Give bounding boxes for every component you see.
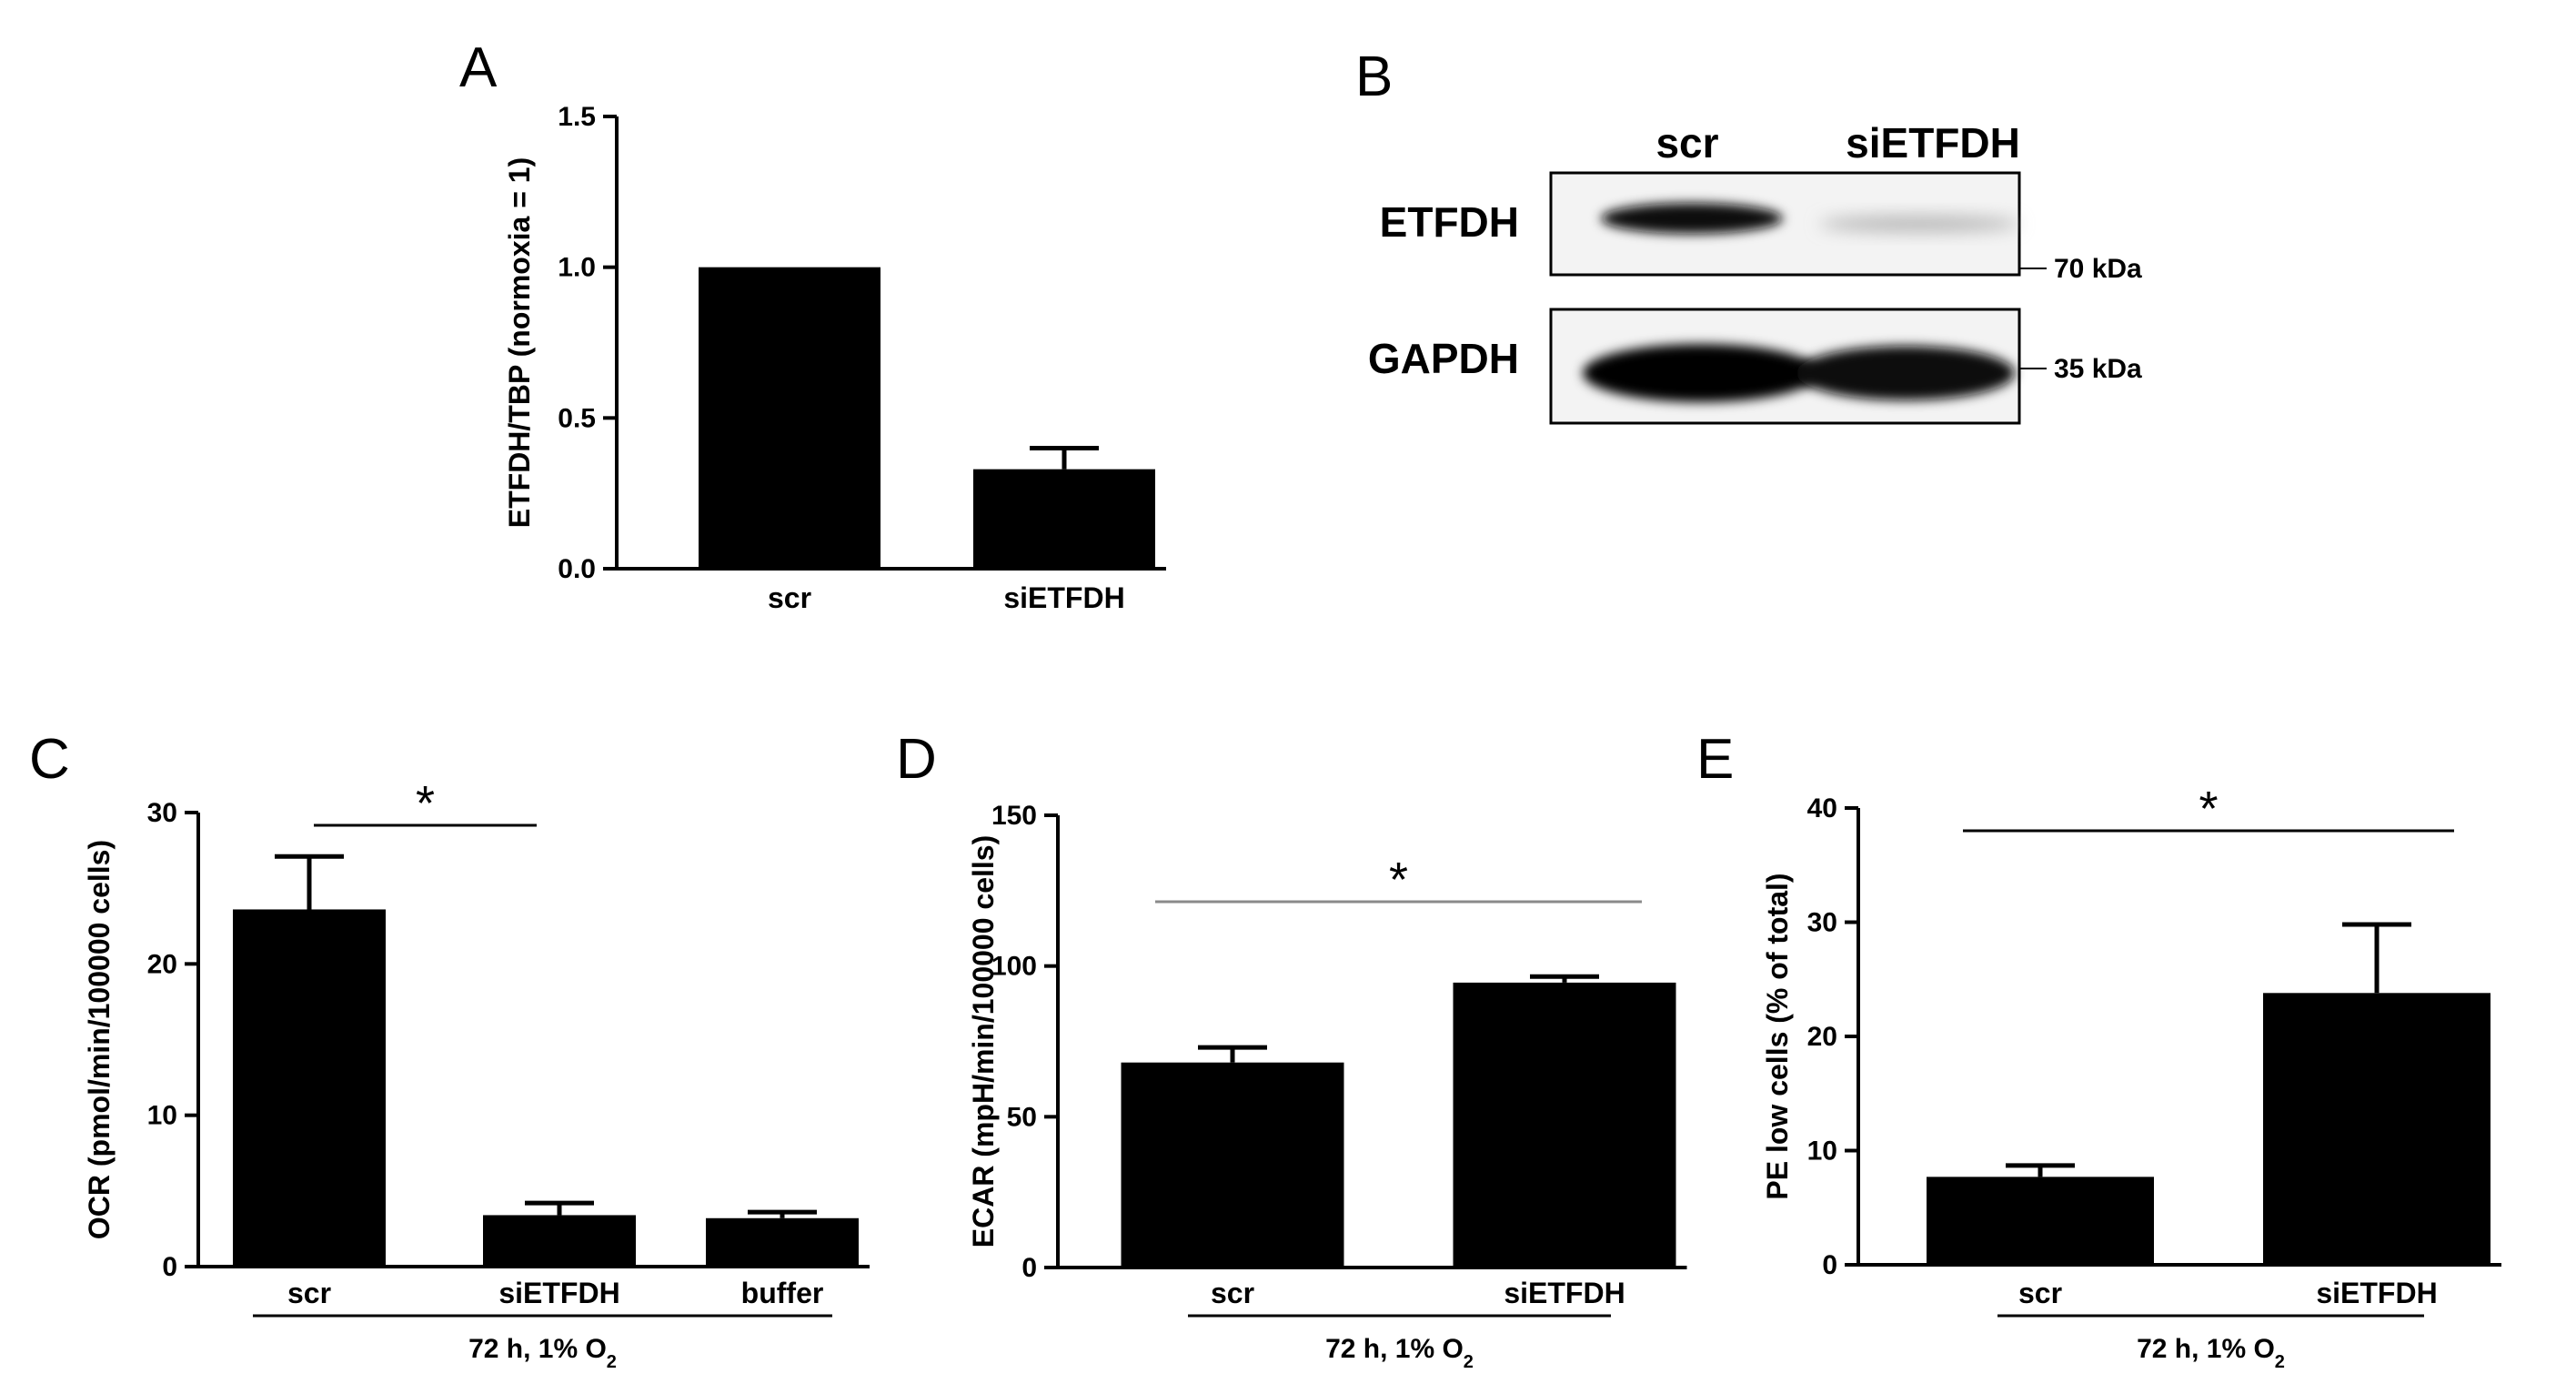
category-label: siETFDH <box>498 1277 619 1309</box>
y-tick-label: 30 <box>1807 908 1837 938</box>
y-tick-label: 20 <box>147 949 177 979</box>
y-tick-label: 20 <box>1807 1022 1837 1052</box>
category-label: buffer <box>741 1277 824 1309</box>
y-axis-label: ETFDH/TBP (normoxia = 1) <box>503 157 536 528</box>
category-label: scr <box>768 581 811 614</box>
y-tick-label: 1.0 <box>558 253 596 283</box>
lane-label: scr <box>1655 119 1718 167</box>
category-label: siETFDH <box>2316 1277 2437 1309</box>
bar-scr <box>699 267 880 569</box>
significance-star: * <box>1389 853 1408 907</box>
band-etfdh-sietfdh <box>1819 216 2019 232</box>
y-tick-label: 40 <box>1807 793 1837 823</box>
y-tick-label: 0.0 <box>558 554 596 584</box>
size-marker: 70 kDa <box>2054 254 2142 284</box>
band-gapdh-scr <box>1583 344 1819 402</box>
condition-label: 72 h, 1% O2 <box>1325 1334 1474 1372</box>
y-tick-label: 0 <box>1021 1253 1037 1283</box>
y-tick-label: 0.5 <box>558 403 596 433</box>
panel-label: A <box>459 36 498 99</box>
panel-d-chart: D 0 50 100 150 ECAR (mpH/min/100000 cells) scr… <box>896 728 1687 1372</box>
bar-sietfdh <box>2263 993 2490 1265</box>
y-axis-label: OCR (pmol/min/100000 cells) <box>83 840 116 1239</box>
condition-label: 72 h, 1% O2 <box>468 1334 617 1372</box>
category-label: scr <box>1211 1277 1254 1309</box>
blot-row-label: GAPDH <box>1368 335 1519 382</box>
bar-sietfdh <box>973 469 1155 569</box>
panel-a-chart: A 0.0 0.5 1.0 1.5 ETFDH/TBP (normoxia = 1) scr… <box>459 36 1166 614</box>
category-label: siETFDH <box>1003 581 1124 614</box>
size-marker: 35 kDa <box>2054 354 2142 384</box>
panel-label: C <box>29 728 70 791</box>
bar-scr <box>233 909 386 1267</box>
y-tick-label: 150 <box>991 801 1037 831</box>
y-tick-label: 0 <box>1822 1250 1837 1280</box>
bar-sietfdh <box>483 1215 636 1267</box>
y-axis-label: ECAR (mpH/min/100000 cells) <box>967 835 1000 1248</box>
panel-label: B <box>1355 45 1393 108</box>
blot-row-label: ETFDH <box>1380 198 1519 246</box>
bar-buffer <box>706 1217 859 1267</box>
bar-sietfdh <box>1453 982 1676 1268</box>
y-tick-label: 30 <box>147 798 177 828</box>
panel-c-chart: C 0 10 20 30 OCR (pmol/min/100000 cells) scr si… <box>29 728 870 1372</box>
significance-star: * <box>416 776 435 831</box>
category-label: scr <box>2018 1277 2062 1309</box>
band-gapdh-sietfdh <box>1796 346 2015 400</box>
band-etfdh-scr <box>1601 203 1783 234</box>
bar-scr <box>1927 1177 2154 1265</box>
panel-e-chart: E 0 10 20 30 40 PE low cells (% of total) scr si… <box>1696 728 2501 1372</box>
category-label: siETFDH <box>1504 1277 1625 1309</box>
significance-star: * <box>2199 782 2218 836</box>
y-axis-label: PE low cells (% of total) <box>1761 873 1794 1199</box>
bar-scr <box>1121 1062 1344 1268</box>
y-tick-label: 100 <box>991 952 1037 982</box>
panel-label: D <box>896 728 937 791</box>
y-tick-label: 0 <box>162 1252 177 1282</box>
condition-label: 72 h, 1% O2 <box>2137 1334 2285 1372</box>
category-label: scr <box>287 1277 331 1309</box>
y-tick-label: 10 <box>1807 1136 1837 1167</box>
panel-label: E <box>1696 728 1734 791</box>
y-tick-label: 50 <box>1007 1102 1037 1132</box>
y-tick-label: 1.5 <box>558 102 596 132</box>
y-tick-label: 10 <box>147 1101 177 1131</box>
lane-label: siETFDH <box>1846 119 2020 167</box>
